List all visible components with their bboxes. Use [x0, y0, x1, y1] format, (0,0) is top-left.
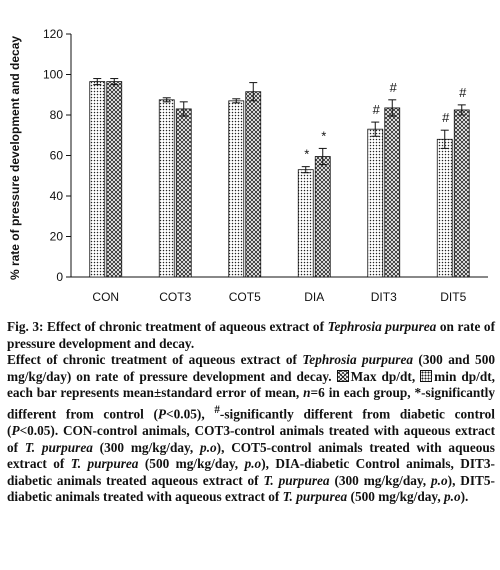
min-dpdt-pattern-icon — [420, 369, 433, 382]
y-tick-label: 100 — [43, 68, 63, 82]
significance-marker: # — [373, 102, 381, 117]
chart-bars: * * # # # # — [89, 78, 470, 278]
figure-legend-text: Effect of chronic treatment of aqueous e… — [7, 352, 496, 505]
y-tick-label: 40 — [50, 189, 64, 203]
significance-marker: * — [304, 147, 309, 162]
x-tick-label: DIT5 — [440, 290, 466, 304]
x-tick-label: COT3 — [159, 290, 191, 304]
bar-cross-hatched-COT5 — [245, 91, 262, 278]
x-tick-label: COT5 — [229, 290, 261, 304]
bar-cross-hatched-DIT5 — [453, 109, 470, 278]
significance-marker: # — [390, 80, 398, 95]
y-axis-label: % rate of pressure development and decay — [8, 36, 22, 280]
y-tick-label: 120 — [43, 27, 63, 41]
bar-cross-hatched-CON — [106, 81, 123, 278]
bar-cross-hatched-DIA — [314, 156, 331, 278]
significance-marker: * — [321, 128, 326, 143]
bar-dotted-DIT5 — [436, 138, 453, 278]
bar-cross-hatched-COT3 — [175, 108, 192, 278]
chart-axes: 0 20 40 60 80 100 120 — [43, 27, 488, 284]
bar-dotted-COT3 — [158, 99, 175, 278]
x-tick-labels: CON COT3 COT5 DIA DIT3 DIT5 — [92, 290, 466, 304]
max-dpdt-pattern-icon — [336, 369, 349, 382]
y-tick-label: 80 — [50, 108, 64, 122]
x-tick-label: DIT3 — [371, 290, 397, 304]
x-tick-label: DIA — [304, 290, 324, 304]
figure-caption: Fig. 3: Effect of chronic treatment of a… — [7, 319, 495, 506]
bar-cross-hatched-DIT3 — [384, 107, 401, 278]
significance-marker: # — [459, 85, 467, 100]
bar-chart: 0 20 40 60 80 100 120 * * # # # # CON COT3 COT5 DIA DIT… — [8, 27, 488, 304]
y-tick-label: 20 — [50, 230, 64, 244]
y-tick-label: 0 — [56, 270, 63, 284]
bar-dotted-DIT3 — [367, 128, 384, 278]
significance-marker: # — [442, 110, 450, 125]
y-tick-label: 60 — [50, 149, 64, 163]
bar-dotted-CON — [89, 81, 106, 278]
chart-container: 0 20 40 60 80 100 120 * * # # # # CON COT3 COT5 DIA DIT… — [8, 27, 488, 304]
figure-title: Fig. 3: Effect of chronic treatment of a… — [7, 319, 495, 351]
bar-dotted-COT5 — [228, 100, 245, 278]
bar-dotted-DIA — [297, 169, 314, 278]
x-tick-label: CON — [92, 290, 119, 304]
